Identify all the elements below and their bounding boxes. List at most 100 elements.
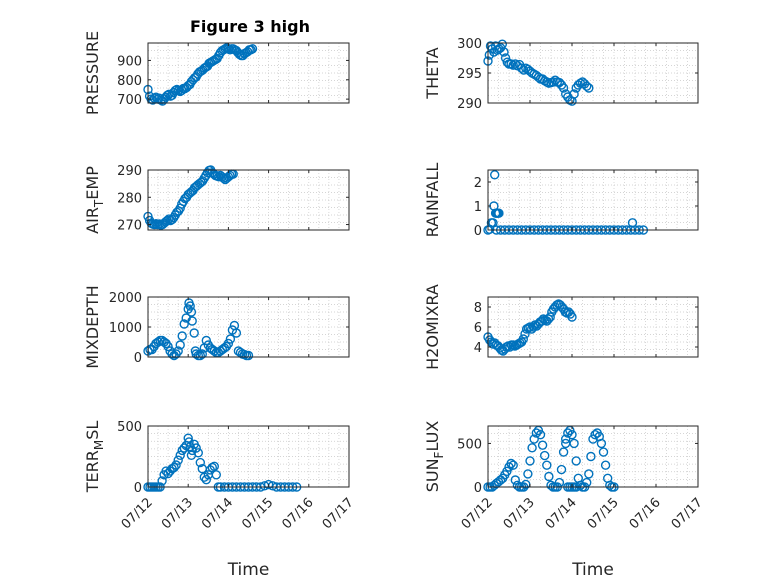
data-point [519, 65, 529, 75]
data-point [201, 335, 212, 346]
data-point [525, 322, 535, 332]
y-tick-label: 300 [457, 37, 482, 52]
data-point [502, 466, 512, 476]
grid [148, 426, 349, 487]
data-point [548, 77, 558, 87]
data-point [163, 341, 173, 352]
grid [148, 170, 349, 230]
x-tick-label: 07/16 [280, 495, 317, 532]
y-axis-label-rest: EMP [83, 166, 102, 200]
subplot-mixdepth: 0 1000 2000 MIXDEPTH [83, 285, 350, 369]
y-tick-label: 290 [457, 97, 482, 112]
x-tick-label: 07/14 [199, 495, 236, 532]
data-point [529, 434, 539, 444]
data-point [542, 460, 552, 470]
data-point [499, 47, 509, 57]
x-tick-label: 07/12 [459, 495, 496, 532]
x-tick-label: 07/16 [627, 495, 664, 532]
data-point [184, 437, 194, 447]
subplot-pressure: 700 800 900 PRESSURE [83, 31, 350, 115]
data-point [195, 457, 206, 468]
y-axis-label-rest: LUX [423, 421, 442, 452]
data-point [561, 434, 571, 444]
axes-box [487, 425, 699, 488]
y-axis-label-main: SUN [423, 458, 442, 492]
x-axis-label: Time [227, 560, 270, 580]
y-axis-label-main: AIR [83, 207, 102, 234]
data-point [563, 428, 573, 438]
subplot-terr_msl: 0 500 07/12 07/13 07/14 07/15 07/16 07/17 Time TE… [83, 420, 357, 580]
data-point [175, 450, 185, 460]
y-tick-label: 270 [117, 219, 142, 234]
grid [488, 170, 698, 230]
y-axis-label: THETA [423, 47, 442, 99]
data-point [201, 475, 212, 485]
y-axis-label: H2OMIXRA [423, 284, 442, 370]
data-point [598, 447, 609, 457]
y-tick-label: 8 [474, 301, 482, 316]
y-axis-label: SUNFLUX [423, 421, 446, 493]
data-point [243, 350, 254, 361]
data-point [586, 451, 596, 462]
y-axis-label: TERRMSL [83, 421, 106, 494]
data-point [569, 89, 579, 99]
data-point [171, 460, 181, 470]
data-point [600, 460, 611, 470]
data-point [561, 438, 571, 449]
data-point [231, 328, 242, 338]
data-point [157, 476, 167, 486]
y-tick-label: 280 [117, 191, 142, 206]
y-axis-label: MIXDEPTH [83, 285, 102, 368]
y-tick-label: 2 [474, 176, 482, 191]
x-tick-label: 07/13 [159, 495, 196, 532]
series-markers [483, 39, 594, 106]
data-point [154, 219, 165, 229]
data-point [567, 430, 577, 440]
y-axis-label-main: TERR [83, 450, 102, 493]
y-tick-label: 4 [474, 341, 482, 356]
data-point [183, 433, 193, 443]
data-point [544, 471, 554, 482]
data-point [191, 349, 201, 359]
data-point [223, 338, 234, 349]
data-point [510, 59, 520, 69]
data-point [173, 85, 184, 96]
x-tick-label: 07/15 [239, 495, 276, 532]
data-point [571, 456, 581, 466]
data-point [207, 462, 218, 473]
data-point [596, 438, 607, 449]
data-point [187, 316, 197, 326]
data-point [185, 301, 195, 311]
data-point [209, 461, 220, 471]
data-point [525, 456, 535, 466]
data-point [540, 450, 550, 461]
data-point [173, 346, 183, 356]
axes-box [147, 425, 350, 488]
series-markers [483, 299, 577, 356]
y-axis-label-subscript: F [432, 451, 446, 458]
y-tick-label: 1 [474, 200, 482, 215]
series-markers [143, 43, 258, 106]
data-point [246, 45, 256, 55]
y-tick-label: 900 [117, 54, 142, 69]
data-point [516, 63, 527, 73]
data-point [490, 170, 500, 180]
y-tick-label: 500 [117, 420, 142, 435]
data-point [590, 430, 600, 440]
y-tick-label: 2000 [109, 291, 142, 306]
subplot-sun_flux: 0 500 07/12 07/13 07/14 07/15 07/16 07/17 Time SU… [423, 421, 706, 580]
data-point [527, 443, 537, 453]
data-point [177, 331, 187, 341]
y-tick-label: 295 [457, 67, 482, 82]
subplot-air_temp: 270 280 290 AIRTEMP [83, 164, 350, 234]
data-point [508, 460, 518, 470]
data-point [197, 349, 208, 359]
subplot-rainfall: 0 1 2 RAINFALL [423, 163, 699, 239]
data-point [193, 448, 204, 458]
figure-title: Figure 3 high [190, 17, 310, 36]
data-point [584, 469, 594, 479]
data-point [627, 218, 638, 228]
data-point [556, 464, 567, 475]
data-point [506, 458, 516, 469]
